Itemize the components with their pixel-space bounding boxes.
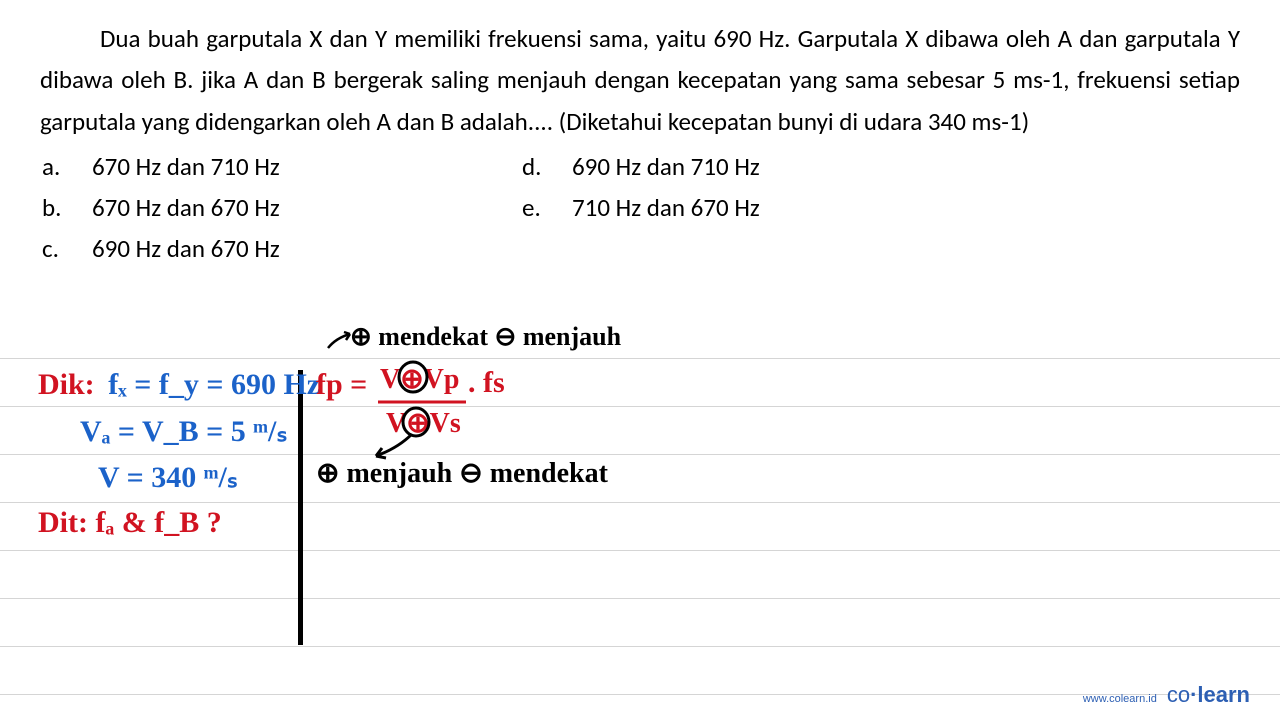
question-block: Dua buah garputala X dan Y memiliki frek… (0, 0, 1280, 270)
hw-text: V⊕Vp (380, 364, 459, 395)
hw-text: V⊕Vs (386, 408, 461, 439)
hw-bottom-note: ⊕ menjauh ⊖ mendekat (316, 456, 608, 490)
hw-dik-label: Dik: (38, 368, 95, 401)
footer-logo: co·learn (1167, 682, 1250, 708)
footer: www.colearn.id co·learn (1083, 682, 1250, 708)
option-b: b. 670 Hz dan 670 Hz (40, 187, 520, 228)
option-d: d. 690 Hz dan 710 Hz (520, 146, 760, 187)
question-text-content: Dua buah garputala X dan Y memiliki frek… (40, 23, 1240, 137)
option-letter: e. (520, 187, 572, 228)
hw-text: Dit: fₐ & f_B ? (38, 506, 222, 539)
option-letter: d. (520, 146, 572, 187)
option-text: 670 Hz dan 710 Hz (92, 146, 280, 187)
hw-fp: fp = (316, 368, 367, 401)
hw-fraction-line (378, 398, 468, 406)
hw-formula-den: V⊕Vs (386, 406, 461, 440)
footer-url: www.colearn.id (1083, 693, 1157, 705)
hw-formula: fp = (316, 368, 367, 402)
hw-text: Vₐ = V_B = 5 ᵐ/ₛ (80, 415, 288, 448)
option-text: 670 Hz dan 670 Hz (92, 187, 280, 228)
hw-text: ⊕ mendekat ⊖ menjauh (350, 322, 621, 351)
logo-learn: learn (1197, 682, 1250, 707)
option-letter: a. (40, 146, 92, 187)
hw-text: V = 340 ᵐ/ₛ (98, 461, 238, 494)
hw-fx-eq: fₓ = f_y = 690 Hz (108, 368, 320, 401)
option-text: 690 Hz dan 670 Hz (92, 228, 280, 269)
option-letter: c. (40, 228, 92, 269)
option-e: e. 710 Hz dan 670 Hz (520, 187, 760, 228)
hw-text: ⊕ menjauh ⊖ mendekat (316, 458, 608, 489)
option-text: 710 Hz dan 670 Hz (572, 187, 760, 228)
hw-dit-line: Dit: fₐ & f_B ? (38, 506, 222, 540)
hw-va-line: Vₐ = V_B = 5 ᵐ/ₛ (80, 414, 288, 449)
option-text: 690 Hz dan 710 Hz (572, 146, 760, 187)
option-letter: b. (40, 187, 92, 228)
hw-formula-num: V⊕Vp (380, 362, 459, 396)
question-paragraph: Dua buah garputala X dan Y memiliki frek… (40, 18, 1240, 142)
option-c: c. 690 Hz dan 670 Hz (40, 228, 520, 269)
options-block: a. 670 Hz dan 710 Hz d. 690 Hz dan 710 H… (40, 146, 1240, 270)
option-a: a. 670 Hz dan 710 Hz (40, 146, 520, 187)
hw-v-line: V = 340 ᵐ/ₛ (98, 460, 238, 495)
hw-top-note: ⊕ mendekat ⊖ menjauh (350, 322, 621, 352)
hw-formula-fs: . fs (468, 366, 505, 400)
hw-text: . fs (468, 366, 505, 399)
hw-dik-line: Dik: fₓ = f_y = 690 Hz (38, 368, 320, 402)
divider-line (298, 370, 303, 645)
logo-co: co (1167, 682, 1190, 707)
